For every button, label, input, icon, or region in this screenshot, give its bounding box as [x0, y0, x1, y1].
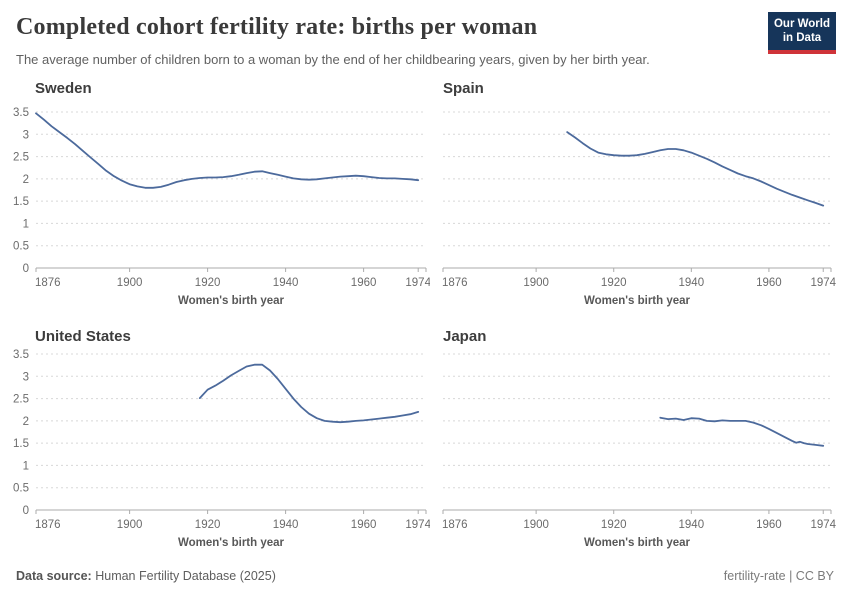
line-chart-japan: 1876 1900 1920 1940 1960 1974 Women's birth ye…: [442, 353, 837, 549]
svg-text:1920: 1920: [601, 519, 627, 531]
svg-text:1974: 1974: [405, 277, 430, 289]
svg-text:1: 1: [23, 460, 29, 472]
svg-text:1900: 1900: [117, 277, 143, 289]
svg-text:0.5: 0.5: [13, 241, 29, 253]
owid-logo-line1: Our World: [773, 18, 830, 30]
line-chart-sweden: 0 0.5 1 1.5 2 2.5 3 3.5 1876 1900 1920 1940 1960 1974…: [13, 107, 430, 307]
svg-text:1960: 1960: [756, 519, 782, 531]
svg-text:0: 0: [23, 505, 29, 517]
svg-text:2.5: 2.5: [13, 394, 29, 406]
svg-text:2: 2: [23, 416, 29, 428]
page-title: Completed cohort fertility rate: births …: [16, 14, 538, 40]
svg-text:0: 0: [23, 263, 29, 275]
svg-text:1920: 1920: [195, 277, 221, 289]
owid-logo-line2: in Data: [782, 32, 822, 45]
svg-text:1974: 1974: [810, 519, 836, 531]
svg-text:1876: 1876: [442, 277, 468, 289]
page-subtitle: The average number of children born to a…: [16, 52, 650, 67]
svg-text:1900: 1900: [523, 277, 549, 289]
svg-text:3: 3: [23, 129, 29, 141]
data-source-note: Data source: Human Fertility Database (2…: [16, 569, 276, 583]
svg-text:1876: 1876: [35, 277, 61, 289]
panel-title-united-states: United States: [35, 328, 131, 345]
owid-logo[interactable]: Our World in Data: [768, 12, 836, 54]
svg-text:1974: 1974: [810, 277, 836, 289]
svg-text:1940: 1940: [273, 277, 299, 289]
svg-text:1920: 1920: [195, 519, 221, 531]
svg-text:2: 2: [23, 174, 29, 186]
svg-text:1.5: 1.5: [13, 196, 29, 208]
svg-text:1960: 1960: [351, 277, 377, 289]
data-series-line: [566, 131, 825, 207]
svg-text:1876: 1876: [442, 519, 468, 531]
line-chart-united-states: 0 0.5 1 1.5 2 2.5 3 3.5 1876 1900 1920 1940 1960 1974…: [13, 349, 430, 549]
svg-text:1974: 1974: [405, 519, 430, 531]
svg-text:1920: 1920: [601, 277, 627, 289]
svg-text:Women's birth year: Women's birth year: [178, 537, 285, 549]
data-series-line: [198, 363, 420, 424]
data-series-line: [659, 416, 825, 447]
svg-text:1940: 1940: [273, 519, 299, 531]
owid-logo-red-strip: [768, 49, 836, 54]
svg-text:3.5: 3.5: [13, 349, 29, 361]
svg-text:Women's birth year: Women's birth year: [584, 295, 691, 307]
panel-title-sweden: Sweden: [35, 80, 92, 97]
svg-text:0.5: 0.5: [13, 483, 29, 495]
svg-text:1.5: 1.5: [13, 438, 29, 450]
svg-text:3.5: 3.5: [13, 107, 29, 119]
panel-title-japan: Japan: [443, 328, 487, 345]
chart-panel-japan: Japan 1876 1900 1920 1940 1960 1974 Women's bi…: [424, 322, 850, 558]
data-source-value: Human Fertility Database (2025): [95, 569, 276, 583]
svg-text:1940: 1940: [679, 519, 705, 531]
svg-text:1900: 1900: [117, 519, 143, 531]
data-source-label: Data source:: [16, 569, 92, 583]
data-series-line: [35, 112, 420, 189]
svg-text:Women's birth year: Women's birth year: [584, 537, 691, 549]
svg-text:3: 3: [23, 371, 29, 383]
license-credit: fertility-rate | CC BY: [723, 569, 834, 583]
svg-text:Women's birth year: Women's birth year: [178, 295, 285, 307]
chart-panel-spain: Spain 1876 1900 1920 1940 1960 1974 Women's bi…: [424, 80, 850, 314]
svg-text:2.5: 2.5: [13, 152, 29, 164]
svg-text:1900: 1900: [523, 519, 549, 531]
chart-panel-sweden: Sweden 0 0.5 1 1.5 2 2.5 3 3.5 1876 1900 1920 1940 1…: [0, 80, 430, 314]
owid-logo-text: Our World in Data: [768, 12, 836, 50]
svg-text:1876: 1876: [35, 519, 61, 531]
line-chart-spain: 1876 1900 1920 1940 1960 1974 Women's birth ye…: [442, 111, 837, 307]
svg-text:1960: 1960: [756, 277, 782, 289]
svg-text:1: 1: [23, 218, 29, 230]
svg-text:1960: 1960: [351, 519, 377, 531]
svg-text:1940: 1940: [679, 277, 705, 289]
panel-title-spain: Spain: [443, 80, 484, 97]
chart-panel-united-states: United States 0 0.5 1 1.5 2 2.5 3 3.5 1876 1900 19…: [0, 322, 430, 558]
